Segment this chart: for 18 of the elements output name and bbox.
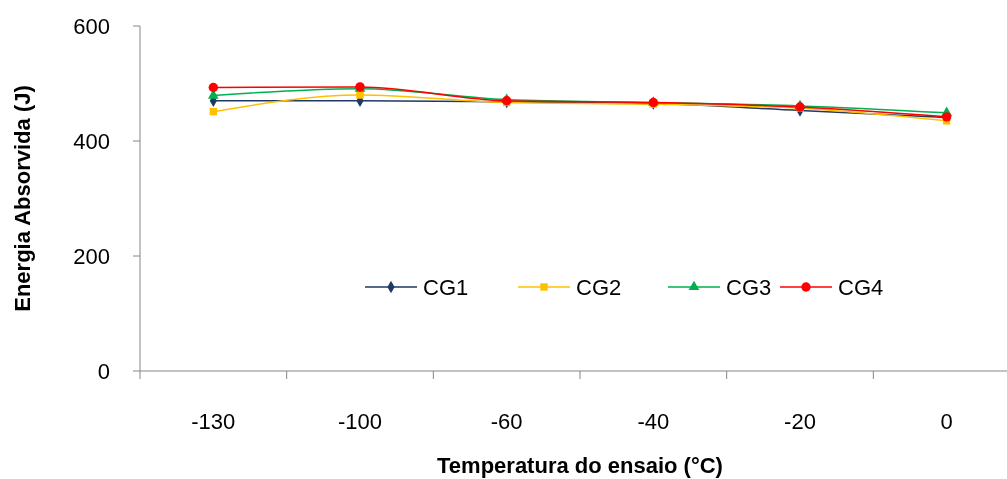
legend-label: CG2 — [576, 274, 622, 300]
x-tick-label: -130 — [191, 409, 236, 434]
legend-label: CG4 — [838, 274, 884, 300]
x-tick-label: -40 — [637, 409, 670, 434]
y-tick-label: 600 — [73, 13, 110, 39]
x-tick-label: 0 — [940, 409, 953, 434]
point — [208, 82, 219, 93]
x-tick-label: -20 — [784, 409, 816, 434]
y-axis-title: Energia Absorvida (J) — [10, 85, 35, 312]
x-axis-title: Temperatura do ensaio (°C) — [437, 453, 723, 478]
legend-label: CG3 — [726, 274, 772, 300]
x-tick-label: -60 — [490, 409, 523, 434]
x-tick-label: -100 — [337, 409, 383, 434]
y-tick-label: 400 — [73, 128, 110, 154]
y-tick-label: 200 — [73, 243, 110, 269]
point — [356, 91, 364, 99]
y-tick-label: 0 — [97, 358, 110, 384]
legend-label: CG1 — [423, 274, 469, 300]
